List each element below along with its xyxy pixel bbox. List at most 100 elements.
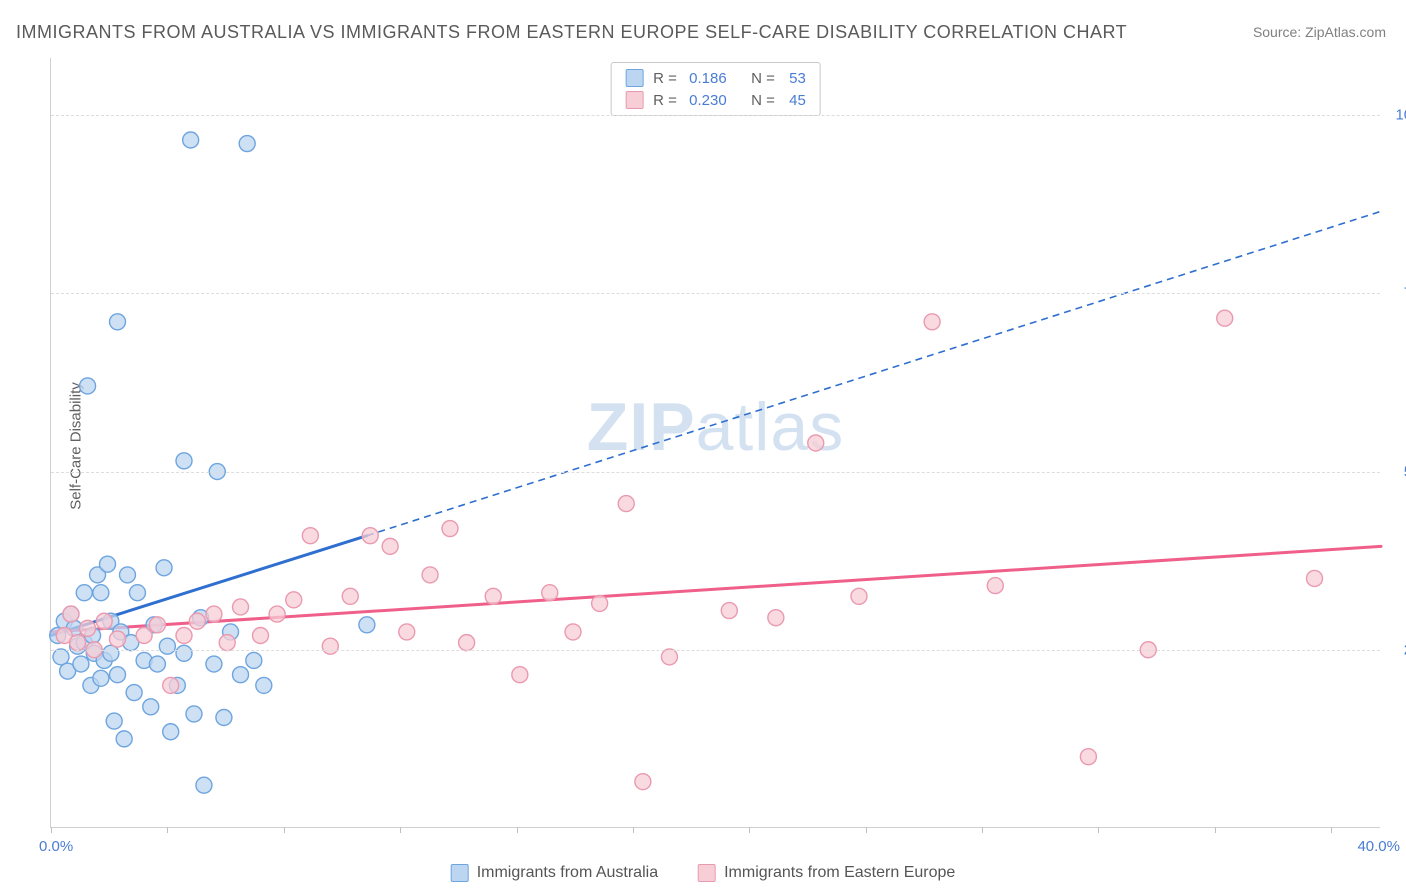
data-point [422,567,438,583]
data-point [176,645,192,661]
data-point [103,645,119,661]
data-point [100,556,116,572]
data-point [143,699,159,715]
data-point [382,538,398,554]
x-tick-mark [51,827,52,833]
data-point [233,667,249,683]
data-point [808,435,824,451]
r-value: 0.186 [689,70,741,87]
legend-stat-row: R = 0.186 N = 53 [625,69,806,87]
data-point [987,578,1003,594]
data-point [924,314,940,330]
legend-series: Immigrants from Australia Immigrants from… [451,864,956,882]
r-label: R = [653,70,679,87]
data-point [63,606,79,622]
data-point [136,628,152,644]
data-point [442,521,458,537]
data-point [1080,749,1096,765]
data-point [286,592,302,608]
data-point [459,635,475,651]
x-tick-mark [284,827,285,833]
r-value: 0.230 [689,92,741,109]
n-value: 53 [789,70,806,87]
gridline [51,650,1380,651]
legend-statistics: R = 0.186 N = 53 R = 0.230 N = 45 [610,62,821,116]
legend-swatch [451,864,469,882]
x-tick-mark [167,827,168,833]
data-point [196,777,212,793]
data-point [156,560,172,576]
legend-series-item: Immigrants from Eastern Europe [698,864,955,882]
x-tick-mark [982,827,983,833]
data-point [159,638,175,654]
data-point [239,136,255,152]
x-tick-mark [1215,827,1216,833]
data-point [206,656,222,672]
legend-series-label: Immigrants from Eastern Europe [724,864,955,882]
data-point [206,606,222,622]
r-label: R = [653,92,679,109]
data-point [233,599,249,615]
data-point [116,731,132,747]
x-tick-mark [1331,827,1332,833]
data-point [119,567,135,583]
data-point [80,620,96,636]
trend-line-extrapolated [367,211,1381,535]
data-point [76,585,92,601]
legend-swatch [625,69,643,87]
x-tick-mark [1098,827,1099,833]
data-point [661,649,677,665]
n-label: N = [751,92,779,109]
x-tick-mark [633,827,634,833]
data-point [189,613,205,629]
legend-stat-row: R = 0.230 N = 45 [625,91,806,109]
data-point [399,624,415,640]
x-tick-mark [749,827,750,833]
data-point [216,709,232,725]
gridline [51,293,1380,294]
x-tick-mark [517,827,518,833]
legend-series-item: Immigrants from Australia [451,864,658,882]
data-point [106,713,122,729]
data-point [110,667,126,683]
data-point [565,624,581,640]
gridline [51,115,1380,116]
data-point [149,656,165,672]
x-tick-mark [866,827,867,833]
data-point [485,588,501,604]
data-point [219,635,235,651]
data-point [70,635,86,651]
data-point [93,585,109,601]
chart-title: IMMIGRANTS FROM AUSTRALIA VS IMMIGRANTS … [16,22,1127,43]
data-point [362,528,378,544]
data-point [73,656,89,672]
data-point [163,724,179,740]
data-point [342,588,358,604]
data-point [721,603,737,619]
x-axis-max-label: 40.0% [1357,838,1400,855]
y-tick-label: 10.0% [1395,107,1406,124]
trend-line [51,546,1381,632]
n-label: N = [751,70,779,87]
plot-area: ZIPatlas R =0.186N =53R =0.230N =45 0.0%… [50,58,1380,828]
data-point [512,667,528,683]
data-point [1307,570,1323,586]
data-point [768,610,784,626]
legend-swatch [625,91,643,109]
data-point [1217,310,1233,326]
data-point [322,638,338,654]
data-point [163,677,179,693]
data-point [269,606,285,622]
n-value: 45 [789,92,806,109]
data-point [246,652,262,668]
data-point [256,677,272,693]
data-point [129,585,145,601]
gridline [51,472,1380,473]
data-point [93,670,109,686]
data-point [186,706,202,722]
data-point [618,496,634,512]
data-point [183,132,199,148]
data-point [110,314,126,330]
data-point [592,595,608,611]
x-tick-mark [400,827,401,833]
